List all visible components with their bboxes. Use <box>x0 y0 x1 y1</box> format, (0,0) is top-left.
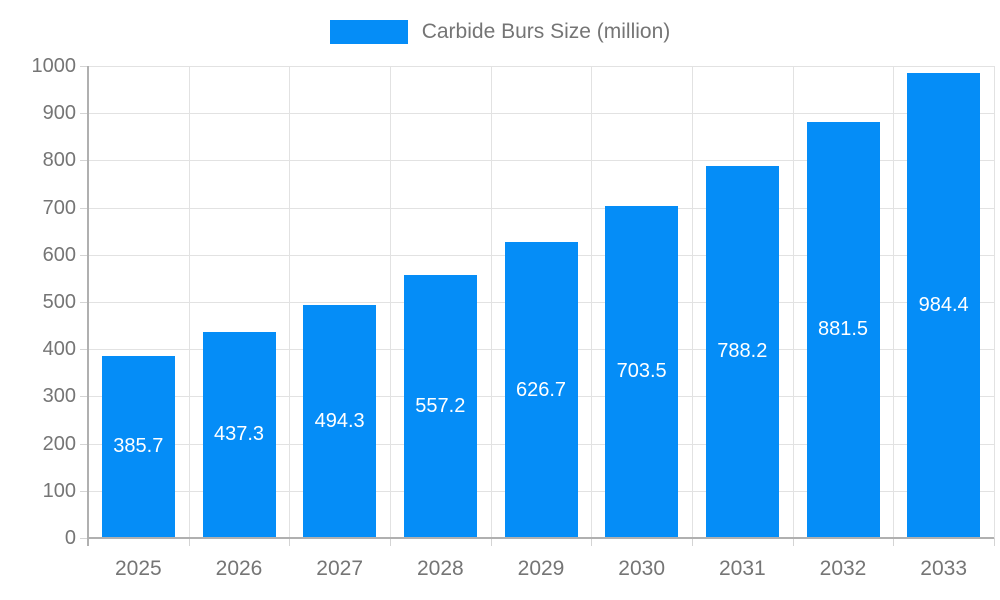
x-axis-tick <box>692 538 693 546</box>
bar[interactable]: 494.3 <box>303 304 377 538</box>
x-axis-tick-label: 2028 <box>416 557 464 580</box>
y-axis-tick <box>80 254 88 256</box>
y-axis-tick <box>80 349 88 351</box>
x-axis-tick-label: 2026 <box>215 557 263 580</box>
bar-value-label: 437.3 <box>213 423 265 446</box>
gridline-vertical <box>893 66 895 538</box>
gridline-horizontal <box>88 66 994 67</box>
y-axis-tick-label: 500 <box>42 291 76 313</box>
x-axis-tick-label: 2025 <box>114 557 162 580</box>
gridline-horizontal <box>88 207 994 209</box>
bar-value-label: 703.5 <box>616 360 667 383</box>
gridline-vertical <box>490 66 492 538</box>
bar-value-label: 788.2 <box>717 340 768 363</box>
gridline-vertical <box>390 66 391 538</box>
gridline-vertical <box>792 66 794 538</box>
x-axis-tick-label: 2029 <box>517 557 565 580</box>
x-axis-tick-label: 2031 <box>718 557 766 580</box>
x-axis-line <box>88 537 994 539</box>
gridline-vertical <box>188 66 190 538</box>
x-axis-tick <box>792 538 794 546</box>
bar-value-label: 984.4 <box>918 294 969 317</box>
bar-value-label: 626.7 <box>515 378 567 401</box>
x-axis-tick <box>490 538 492 546</box>
y-axis-tick <box>80 160 88 162</box>
x-axis-tick <box>390 538 391 546</box>
y-axis-tick <box>80 443 88 445</box>
y-axis-tick <box>80 302 88 303</box>
bar[interactable]: 703.5 <box>605 205 679 538</box>
x-axis-tick <box>994 538 995 546</box>
bar[interactable]: 984.4 <box>907 73 981 538</box>
y-axis-tick <box>80 207 88 209</box>
y-axis-tick-label: 0 <box>64 527 76 549</box>
x-axis-tick-label: 2032 <box>819 557 867 580</box>
x-axis-tick-label: 2030 <box>618 557 666 580</box>
y-axis-tick <box>80 490 88 492</box>
x-axis-tick <box>893 538 895 546</box>
bar[interactable]: 626.7 <box>504 242 578 538</box>
bar-value-label: 494.3 <box>314 409 365 432</box>
y-axis-tick-label: 700 <box>42 196 76 219</box>
x-axis-tick-label: 2027 <box>316 557 364 580</box>
gridline-vertical <box>591 66 593 538</box>
gridline-vertical <box>692 66 693 538</box>
gridline-horizontal <box>88 113 994 115</box>
x-axis-tick <box>289 538 291 546</box>
legend-label: Carbide Burs Size (million) <box>421 20 671 43</box>
bar-value-label: 557.2 <box>415 394 466 417</box>
bar[interactable]: 881.5 <box>806 121 880 538</box>
legend-item[interactable]: Carbide Burs Size (million) <box>0 18 1000 46</box>
y-axis-tick-label: 600 <box>42 243 76 266</box>
x-axis-tick <box>591 538 593 546</box>
gridline-vertical <box>289 66 291 538</box>
y-axis-tick-label: 100 <box>42 479 76 502</box>
y-axis-tick-label: 200 <box>42 432 76 455</box>
bar[interactable]: 557.2 <box>403 275 477 538</box>
y-axis-tick <box>80 396 88 398</box>
gridline-vertical <box>994 66 995 538</box>
bar[interactable]: 437.3 <box>202 331 276 538</box>
bar[interactable]: 385.7 <box>101 355 175 538</box>
gridline-horizontal <box>88 160 994 162</box>
y-axis-tick-label: 900 <box>42 102 76 125</box>
x-axis-tick <box>188 538 190 546</box>
y-axis-tick <box>80 538 88 539</box>
y-axis-tick-label: 300 <box>42 385 76 408</box>
y-axis-tick-label: 1000 <box>31 55 77 77</box>
bar-value-label: 385.7 <box>113 435 164 458</box>
y-axis-tick-label: 800 <box>42 149 76 172</box>
y-axis-tick <box>80 66 88 67</box>
bar-value-label: 881.5 <box>817 318 869 341</box>
legend-swatch <box>329 20 408 44</box>
y-axis-line <box>87 66 89 546</box>
y-axis-tick-label: 400 <box>42 338 76 361</box>
y-axis-tick <box>80 113 88 115</box>
x-axis-tick-label: 2033 <box>920 557 968 580</box>
bar[interactable]: 788.2 <box>705 165 779 538</box>
